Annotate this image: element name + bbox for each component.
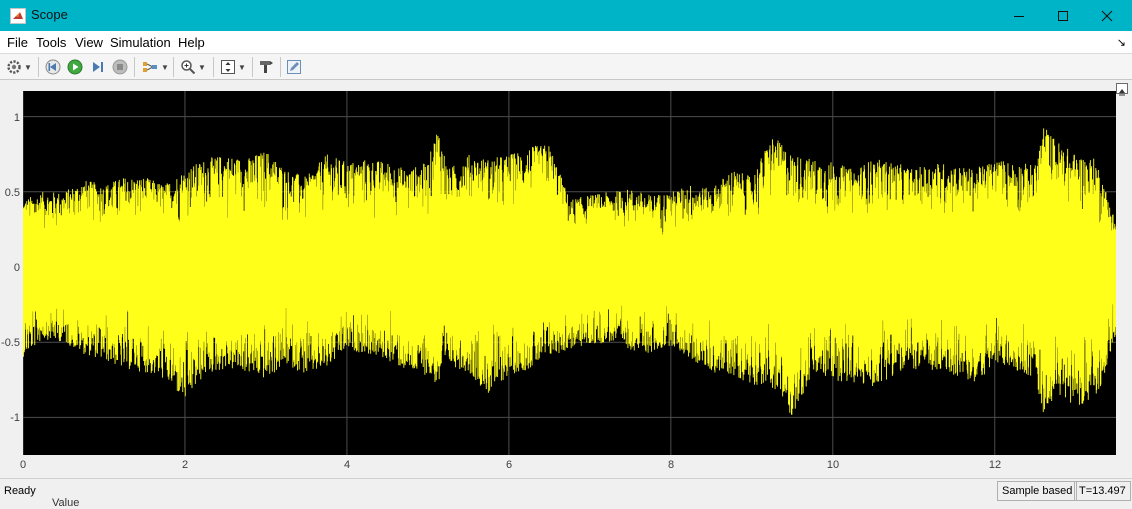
toolbar: ▼ ▼ ▼ ▼ [0,53,1132,80]
toolbar-separator [134,57,135,77]
chevron-down-icon: ▼ [24,62,32,72]
settings-icon [7,60,21,74]
toolbar-separator [173,57,174,77]
menu-tools[interactable]: Tools [36,35,67,50]
menu-help[interactable]: Help [178,35,205,50]
close-icon [1101,10,1113,21]
chevron-down-icon: ▼ [161,62,169,72]
chevron-down-icon: ▼ [198,62,206,72]
settings-button[interactable]: ▼ [6,58,32,76]
signal-trace [23,128,1116,415]
toolbar-separator [280,57,281,77]
toolbar-separator [213,57,214,77]
xtick-label: 6 [505,459,513,471]
minimize-button[interactable] [996,0,1042,31]
ytick-label: -0.5 [1,337,20,349]
ytick-label: 0.5 [4,187,20,199]
menu-bar: File Tools View Simulation Help ↘ [0,31,1132,53]
status-bar: Ready Sample based T=13.497 [0,478,1132,505]
matlab-logo-icon [10,8,26,24]
step-back-icon [45,59,61,75]
plot-axes[interactable] [23,91,1116,455]
window-title: Scope [31,7,68,22]
ytick-label: 1 [13,112,20,124]
zoom-button[interactable]: ▼ [180,58,206,76]
style-button[interactable] [258,58,274,76]
simulation-time: T=13.497 [1074,481,1131,501]
run-icon [67,59,83,75]
close-button[interactable] [1084,0,1130,31]
xtick-label: 0 [19,459,27,471]
background-window-text: Value [52,497,80,509]
step-back-button[interactable] [45,58,61,76]
zoom-icon [181,60,196,75]
menu-view[interactable]: View [75,35,103,50]
run-button[interactable] [67,58,83,76]
status-state: Ready [4,485,36,497]
xtick-label: 10 [826,459,840,471]
xtick-label: 12 [988,459,1002,471]
title-bar[interactable]: Scope [0,0,1132,31]
chevron-down-icon: ▼ [238,62,246,72]
xtick-label: 4 [343,459,351,471]
ytick-label: -1 [10,412,20,424]
style-icon [260,61,273,73]
ytick-label: 0 [13,262,20,274]
scale-axes-icon [221,60,235,74]
step-forward-icon [93,62,103,72]
toolbar-separator [38,57,39,77]
scale-axes-button[interactable]: ▼ [220,58,246,76]
stop-icon [112,59,128,75]
undock-button[interactable] [1116,83,1128,96]
menu-simulation[interactable]: Simulation [110,35,171,50]
menu-file[interactable]: File [7,35,28,50]
undock-icon [1119,89,1125,96]
maximize-icon [1058,10,1068,21]
edit-button[interactable] [286,58,302,76]
stop-button[interactable] [112,58,128,76]
highlight-button[interactable]: ▼ [141,58,169,76]
xtick-label: 2 [181,459,189,471]
maximize-button[interactable] [1040,0,1086,31]
minimize-icon [1014,15,1024,17]
edit-icon [287,60,301,74]
dock-arrow-icon[interactable]: ↘ [1116,37,1126,49]
xtick-label: 8 [667,459,675,471]
step-forward-button[interactable] [90,58,106,76]
toolbar-separator [252,57,253,77]
sample-mode: Sample based [997,481,1078,501]
highlight-icon [143,62,157,72]
